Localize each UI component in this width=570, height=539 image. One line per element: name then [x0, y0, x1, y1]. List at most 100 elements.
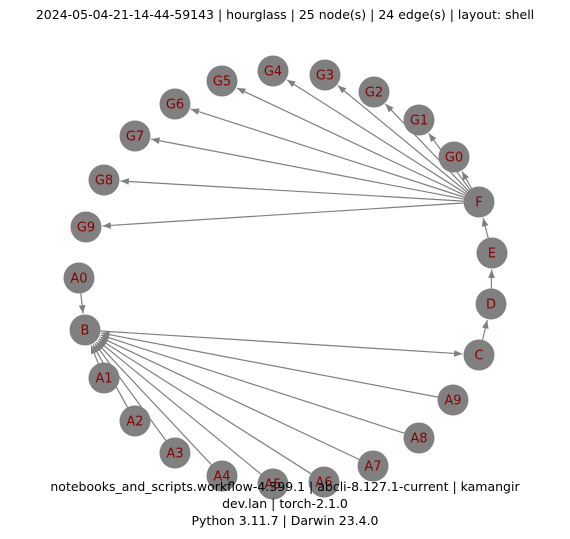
edge-F-G6 — [190, 108, 465, 198]
node-label-E: E — [488, 247, 496, 262]
node-A8: A8 — [403, 422, 435, 454]
node-G7: G7 — [119, 120, 151, 152]
node-label-G2: G2 — [365, 86, 383, 101]
node-circle-E — [476, 237, 508, 269]
node-label-G6: G6 — [166, 98, 184, 113]
node-circle-A4 — [206, 460, 238, 492]
node-circle-G8 — [88, 164, 120, 196]
edge-F-G3 — [337, 85, 468, 193]
node-A2: A2 — [119, 405, 151, 437]
node-circle-D — [475, 288, 507, 320]
node-A0: A0 — [63, 262, 95, 294]
node-label-A8: A8 — [410, 432, 427, 447]
node-A4: A4 — [206, 460, 238, 492]
node-G8: G8 — [88, 164, 120, 196]
node-circle-A8 — [403, 422, 435, 454]
node-label-A9: A9 — [444, 394, 461, 409]
node-layer: A0 B A1 A2 A3 A4 A5 A6 A7 A8 A9 C D E F G0 G1 G2 G3 G4 G5 G6 G… — [63, 55, 508, 500]
node-G9: G9 — [70, 211, 102, 243]
node-A7: A7 — [357, 450, 389, 482]
node-G3: G3 — [309, 59, 341, 91]
node-circle-B — [69, 314, 101, 346]
node-circle-G7 — [119, 120, 151, 152]
node-circle-G9 — [70, 211, 102, 243]
edge-C-D — [481, 319, 489, 341]
node-label-G9: G9 — [77, 221, 95, 236]
node-circle-A5 — [257, 468, 289, 500]
node-label-G0: G0 — [445, 151, 463, 166]
node-circle-A0 — [63, 262, 95, 294]
node-circle-G4 — [257, 55, 289, 87]
footer-line-1: notebooks_and_scripts.workflow-4.399.1 |… — [50, 479, 520, 494]
node-label-A2: A2 — [126, 415, 143, 430]
node-circle-G2 — [358, 76, 390, 108]
node-label-F: F — [475, 196, 482, 211]
node-B: B — [69, 314, 101, 346]
node-label-G5: G5 — [213, 75, 231, 90]
edge-A9-B — [101, 331, 438, 398]
node-label-A0: A0 — [70, 272, 87, 287]
edge-F-G5 — [236, 87, 466, 196]
edge-F-G7 — [151, 137, 464, 200]
node-label-A7: A7 — [364, 460, 381, 475]
edge-A8-B — [100, 334, 405, 434]
node-circle-A6 — [308, 466, 340, 498]
node-G5: G5 — [206, 65, 238, 97]
node-G2: G2 — [358, 76, 390, 108]
node-A3: A3 — [159, 437, 191, 469]
edge-A0-B — [78, 293, 86, 314]
node-E: E — [476, 237, 508, 269]
node-G1: G1 — [403, 104, 435, 136]
node-circle-G5 — [206, 65, 238, 97]
node-label-A1: A1 — [95, 372, 112, 387]
node-label-A5: A5 — [264, 478, 281, 493]
edge-E-F — [481, 217, 489, 239]
graph-title: 2024-05-04-21-14-44-59143 | hourglass | … — [35, 7, 535, 22]
node-label-G7: G7 — [126, 130, 144, 145]
edge-A7-B — [99, 336, 360, 460]
node-G4: G4 — [257, 55, 289, 87]
node-G0: G0 — [438, 141, 470, 173]
edge-F-G4 — [286, 79, 467, 195]
node-circle-A7 — [357, 450, 389, 482]
node-label-G3: G3 — [316, 69, 334, 84]
node-label-G1: G1 — [410, 114, 428, 129]
node-circle-G1 — [403, 104, 435, 136]
node-label-A3: A3 — [166, 447, 183, 462]
node-A5: A5 — [257, 468, 289, 500]
edge-layer — [78, 79, 495, 475]
footer-line-3: Python 3.11.7 | Darwin 23.4.0 — [191, 513, 379, 528]
node-label-G8: G8 — [95, 174, 113, 189]
node-circle-G3 — [309, 59, 341, 91]
edge-F-G2 — [384, 103, 469, 192]
edge-F-G9 — [102, 202, 464, 229]
node-G6: G6 — [159, 88, 191, 120]
node-F: F — [463, 186, 495, 218]
footer-line-2: dev.lan | torch-2.1.0 — [222, 496, 348, 511]
node-C: C — [463, 339, 495, 371]
edge-F-G0 — [461, 171, 472, 189]
node-A1: A1 — [88, 362, 120, 394]
edge-B-C — [100, 330, 463, 357]
edge-A1-B — [90, 345, 99, 364]
node-circle-A2 — [119, 405, 151, 437]
node-circle-G0 — [438, 141, 470, 173]
edge-A3-B — [94, 342, 167, 441]
node-A6: A6 — [308, 466, 340, 498]
node-A9: A9 — [437, 384, 469, 416]
node-label-B: B — [81, 324, 90, 339]
edge-A5-B — [97, 339, 262, 475]
node-circle-A1 — [88, 362, 120, 394]
node-label-C: C — [474, 349, 483, 364]
node-circle-A9 — [437, 384, 469, 416]
node-circle-G6 — [159, 88, 191, 120]
node-label-D: D — [486, 298, 496, 313]
node-label-A4: A4 — [213, 470, 230, 485]
node-circle-F — [463, 186, 495, 218]
edge-A6-B — [98, 338, 312, 475]
node-circle-C — [463, 339, 495, 371]
node-label-G4: G4 — [264, 65, 282, 80]
node-circle-A3 — [159, 437, 191, 469]
edge-A4-B — [95, 341, 212, 466]
